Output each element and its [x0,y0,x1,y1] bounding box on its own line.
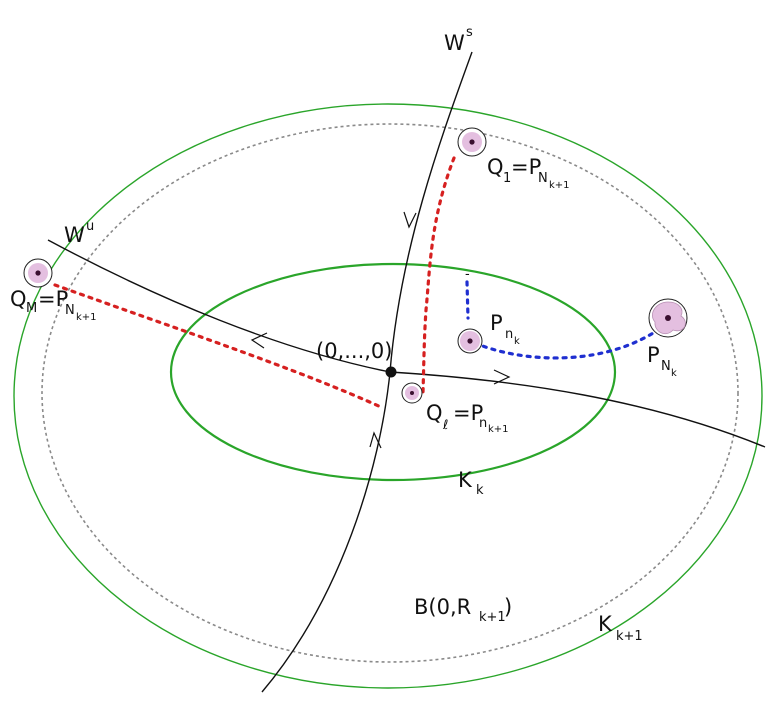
arrow-icon [250,332,268,349]
qm-label: Q [10,287,27,311]
q1-label-psubsub: k+1 [549,180,570,191]
q1-label-psub: N [538,171,548,186]
outer-set-label-sub: k+1 [616,629,643,644]
ql-label-sub: ℓ [442,418,448,433]
cell-icon [401,382,423,404]
ball-label-close: ) [504,595,512,619]
blue-path-tick: - [465,267,470,282]
qm-label-psub: N [65,303,75,318]
red-path-qm [53,283,385,410]
q1-label: Q [487,155,504,179]
inner-set-boundary [169,262,617,482]
pnk-label-subsub: k [514,336,520,347]
ql-label-psubsub: k+1 [488,424,509,435]
unstable-manifold-label: W [64,223,85,247]
ql-label-p: =P [453,401,483,425]
inner-set-label: K [458,468,473,492]
origin-point [385,366,397,378]
q1-label-sub: 1 [503,171,511,186]
pnk-label-sub: n [505,327,513,342]
ball-label: B(0,R [414,595,471,619]
ball-label-sub: k+1 [479,610,506,625]
arrow-icon [403,211,417,229]
arrow-icon [493,369,511,385]
outer-set-boundary [13,103,763,689]
pNk-label-sub: N [661,359,671,374]
blue-path [473,328,660,360]
arrow-icon [369,431,382,449]
pNk-label-subsub: k [671,368,677,379]
qm-label-p: =P [38,287,68,311]
ql-label: Q [426,401,443,425]
qm-label-sub: M [26,301,37,316]
unstable-manifold-superscript: u [86,219,94,234]
ql-label-psub: n [479,416,487,431]
blue-path [465,280,470,320]
cell-icon [457,328,483,354]
ball-boundary [41,123,739,663]
origin-label: (0,...,0) [316,339,392,363]
cell-icon [457,127,487,157]
inner-set-label-sub: k [476,483,484,498]
pnk-label: P [490,311,503,335]
cell-icon [648,298,688,338]
cell-icon [23,258,53,288]
stable-manifold-superscript: s [466,25,473,40]
q1-label-p: =P [511,155,541,179]
stable-manifold-label: W [444,31,465,55]
outer-set-label: K [598,612,613,636]
red-path-q1 [421,156,456,394]
qm-label-psubsub: k+1 [76,312,97,323]
pNk-label: P [647,343,660,367]
